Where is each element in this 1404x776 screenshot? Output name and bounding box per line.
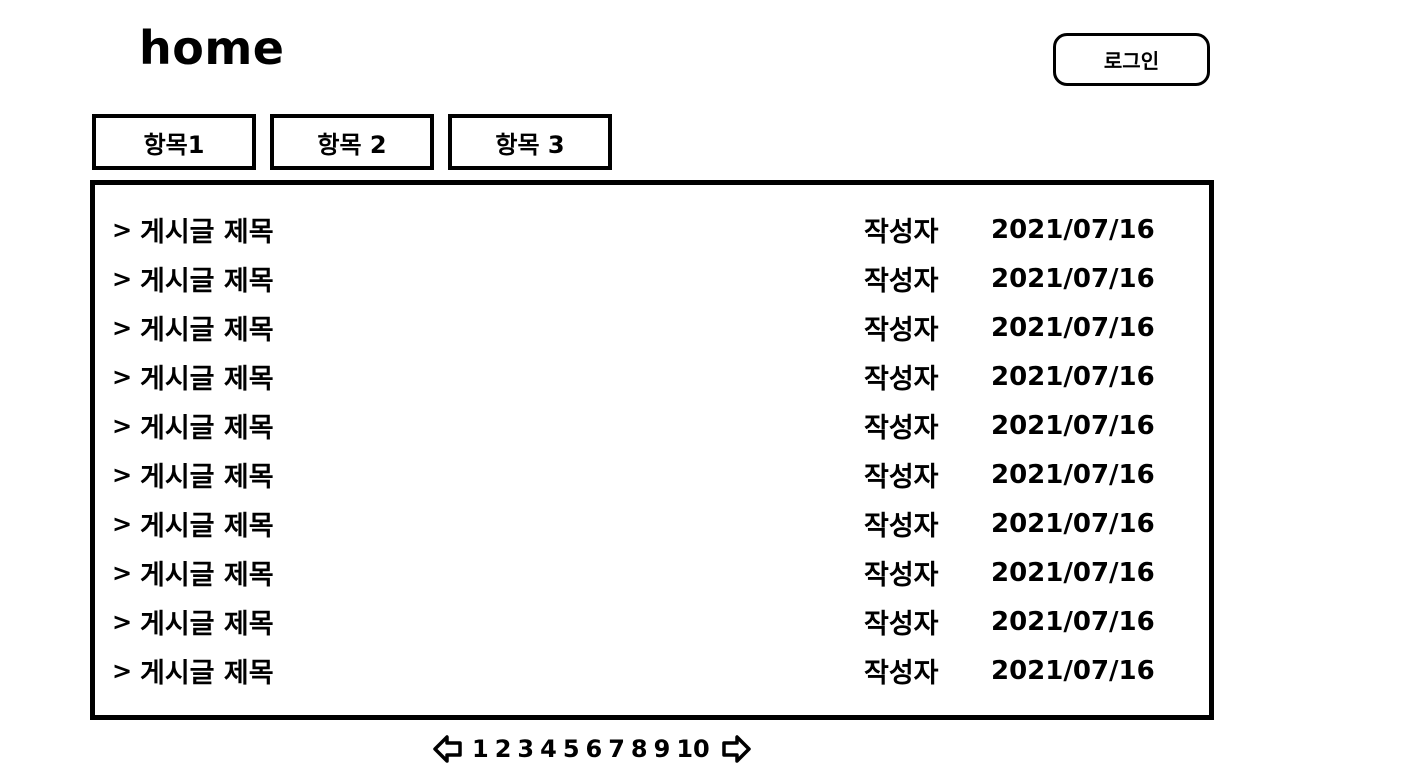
chevron-right-icon: > [112, 656, 133, 685]
tab-item-1[interactable]: 항목1 [92, 114, 256, 170]
post-author: 작성자 [864, 364, 939, 395]
post-date: 2021/07/16 [991, 263, 1155, 294]
post-title[interactable]: 게시글 제목 [140, 364, 274, 395]
table-row[interactable]: > 게시글 제목 작성자 2021/07/16 [112, 352, 1155, 401]
table-row[interactable]: > 게시글 제목 작성자 2021/07/16 [112, 499, 1155, 548]
page-link-3[interactable]: 3 [517, 735, 535, 763]
arrow-right-icon[interactable] [721, 734, 751, 764]
post-author: 작성자 [864, 609, 939, 640]
post-list: > 게시글 제목 작성자 2021/07/16 > 게시글 제목 작성자 202… [112, 205, 1155, 695]
table-row[interactable]: > 게시글 제목 작성자 2021/07/16 [112, 646, 1155, 695]
chevron-right-icon: > [112, 215, 133, 244]
page-link-1[interactable]: 1 [472, 735, 489, 763]
post-author: 작성자 [864, 413, 939, 444]
chevron-right-icon: > [112, 362, 133, 391]
post-date: 2021/07/16 [991, 410, 1155, 441]
post-date: 2021/07/16 [991, 606, 1155, 637]
chevron-right-icon: > [112, 313, 133, 342]
tab-item-2[interactable]: 항목 2 [270, 114, 434, 170]
post-title[interactable]: 게시글 제목 [140, 658, 274, 689]
chevron-right-icon: > [112, 411, 133, 440]
post-date: 2021/07/16 [991, 312, 1155, 343]
table-row[interactable]: > 게시글 제목 작성자 2021/07/16 [112, 303, 1155, 352]
table-row[interactable]: > 게시글 제목 작성자 2021/07/16 [112, 450, 1155, 499]
post-title[interactable]: 게시글 제목 [140, 560, 274, 591]
post-date: 2021/07/16 [991, 214, 1155, 245]
post-date: 2021/07/16 [991, 459, 1155, 490]
table-row[interactable]: > 게시글 제목 작성자 2021/07/16 [112, 597, 1155, 646]
post-author: 작성자 [864, 658, 939, 689]
post-title[interactable]: 게시글 제목 [140, 609, 274, 640]
chevron-right-icon: > [112, 509, 133, 538]
post-title[interactable]: 게시글 제목 [140, 462, 274, 493]
page-link-6[interactable]: 6 [585, 735, 603, 763]
page-link-10[interactable]: 10 [676, 735, 710, 763]
table-row[interactable]: > 게시글 제목 작성자 2021/07/16 [112, 254, 1155, 303]
chevron-right-icon: > [112, 607, 133, 636]
page-link-2[interactable]: 2 [494, 735, 512, 763]
arrow-left-icon[interactable] [433, 734, 463, 764]
page-link-8[interactable]: 8 [630, 735, 648, 763]
post-author: 작성자 [864, 462, 939, 493]
post-date: 2021/07/16 [991, 361, 1155, 392]
post-author: 작성자 [864, 217, 939, 248]
table-row[interactable]: > 게시글 제목 작성자 2021/07/16 [112, 548, 1155, 597]
post-date: 2021/07/16 [991, 557, 1155, 588]
chevron-right-icon: > [112, 264, 133, 293]
post-date: 2021/07/16 [991, 508, 1155, 539]
page-link-5[interactable]: 5 [562, 735, 580, 763]
page-links: 1 2 3 4 5 6 7 8 9 10 [469, 735, 713, 763]
post-author: 작성자 [864, 315, 939, 346]
pagination: 1 2 3 4 5 6 7 8 9 10 [433, 732, 751, 766]
table-row[interactable]: > 게시글 제목 작성자 2021/07/16 [112, 401, 1155, 450]
post-title[interactable]: 게시글 제목 [140, 413, 274, 444]
page-link-9[interactable]: 9 [653, 735, 671, 763]
post-board: > 게시글 제목 작성자 2021/07/16 > 게시글 제목 작성자 202… [90, 180, 1214, 720]
table-row[interactable]: > 게시글 제목 작성자 2021/07/16 [112, 205, 1155, 254]
page-link-7[interactable]: 7 [608, 735, 625, 763]
tab-item-3[interactable]: 항목 3 [448, 114, 612, 170]
post-title[interactable]: 게시글 제목 [140, 511, 274, 542]
post-title[interactable]: 게시글 제목 [140, 217, 274, 248]
chevron-right-icon: > [112, 460, 133, 489]
login-button[interactable]: 로그인 [1053, 33, 1210, 86]
category-tabs: 항목1 항목 2 항목 3 [92, 114, 612, 170]
post-author: 작성자 [864, 266, 939, 297]
post-author: 작성자 [864, 560, 939, 591]
post-title[interactable]: 게시글 제목 [140, 266, 274, 297]
page-title: home [139, 21, 285, 75]
page-link-4[interactable]: 4 [540, 735, 557, 763]
post-title[interactable]: 게시글 제목 [140, 315, 274, 346]
post-author: 작성자 [864, 511, 939, 542]
chevron-right-icon: > [112, 558, 133, 587]
post-date: 2021/07/16 [991, 655, 1155, 686]
